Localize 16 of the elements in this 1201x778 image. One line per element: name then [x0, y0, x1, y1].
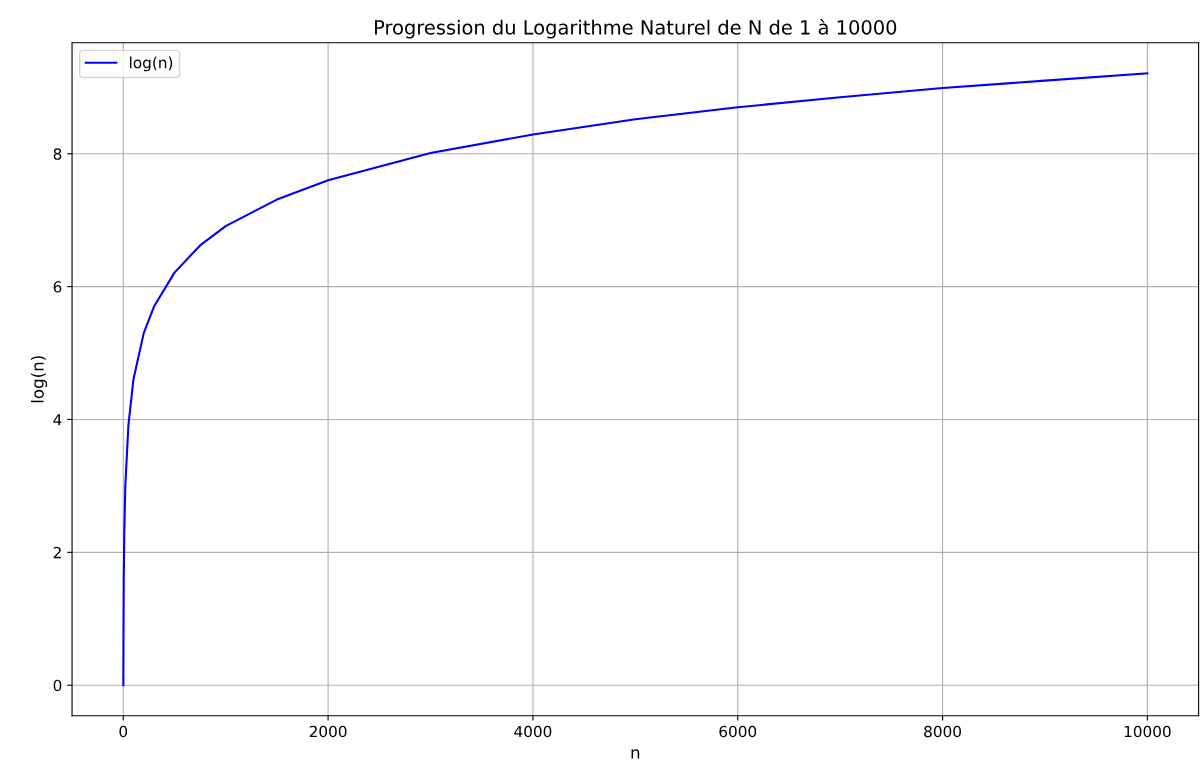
y-tick-label: 8 [53, 148, 62, 160]
legend-label: log(n) [130, 56, 173, 72]
x-tick-label: 6000 [719, 725, 757, 738]
chart-title: Progression du Logarithme Naturel de N de 1 à 10000 [375, 18, 897, 39]
x-axis-title: n [631, 749, 640, 759]
y-tick-label: 2 [53, 546, 61, 559]
x-tick-label: 2000 [309, 725, 347, 738]
y-axis-title: log(n) [30, 356, 48, 403]
y-tick-label: 4 [53, 414, 62, 426]
y-tick-label: 0 [53, 679, 62, 692]
x-tick-label: 0 [119, 725, 128, 738]
x-tick-label: 8000 [924, 725, 961, 738]
line-series [122, 72, 1149, 687]
x-tick-label: 10000 [1124, 725, 1171, 738]
y-tick-label: 6 [53, 281, 62, 293]
x-tick-label: 4000 [514, 725, 552, 738]
